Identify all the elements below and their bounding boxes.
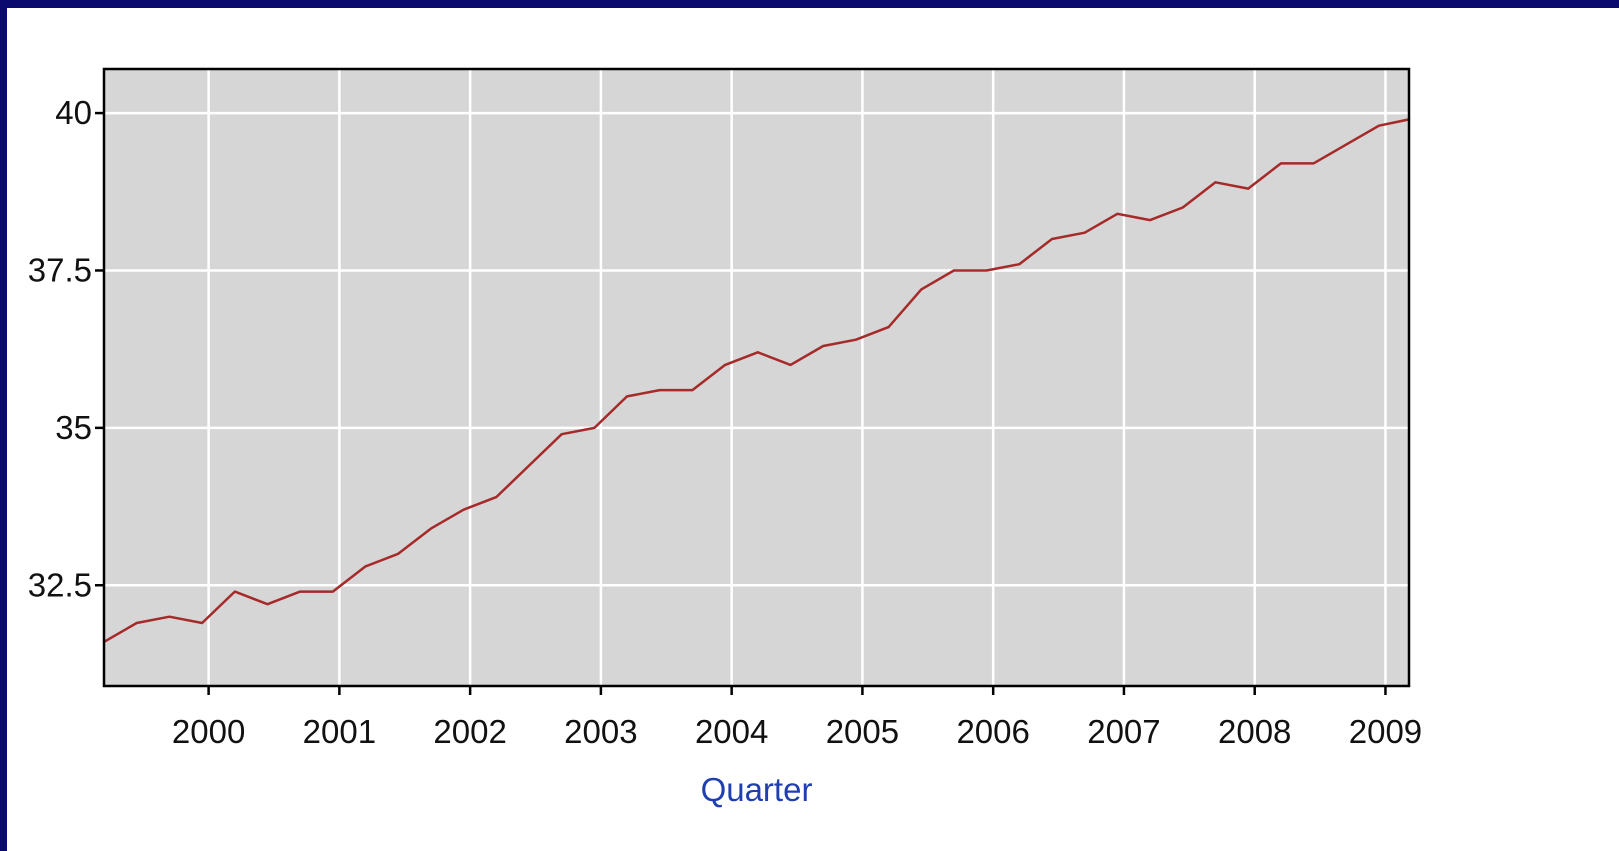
gridlines (104, 69, 1409, 686)
series-layer (102, 118, 1411, 644)
y-axis: 32.5 35 37.5 40 (28, 94, 104, 603)
x-tick-label: 2005 (826, 713, 899, 750)
x-axis-title: Quarter (701, 771, 813, 808)
x-tick-label: 2008 (1218, 713, 1291, 750)
y-tick-label: 32.5 (28, 566, 92, 603)
y-tick-label: 37.5 (28, 251, 92, 288)
x-tick-label: 2009 (1349, 713, 1422, 750)
x-tick-label: 2002 (433, 713, 506, 750)
x-axis: 2000 2001 2002 2003 2004 2005 2006 2007 2008 2009 (172, 686, 1422, 750)
x-tick-label: 2004 (695, 713, 768, 750)
series-line-0 (102, 118, 1411, 644)
x-tick-label: 2006 (956, 713, 1029, 750)
x-tick-label: 2001 (303, 713, 376, 750)
x-tick-label: 2007 (1087, 713, 1160, 750)
x-tick-label: 2000 (172, 713, 245, 750)
y-tick-label: 35 (55, 409, 92, 446)
plot-area (104, 69, 1409, 686)
y-tick-label: 40 (55, 94, 92, 131)
plot-border (102, 67, 1411, 688)
chart-frame: 32.5 35 37.5 40 2000 2001 2002 2003 2004 2005 200… (7, 8, 1619, 851)
x-tick-label: 2003 (564, 713, 637, 750)
